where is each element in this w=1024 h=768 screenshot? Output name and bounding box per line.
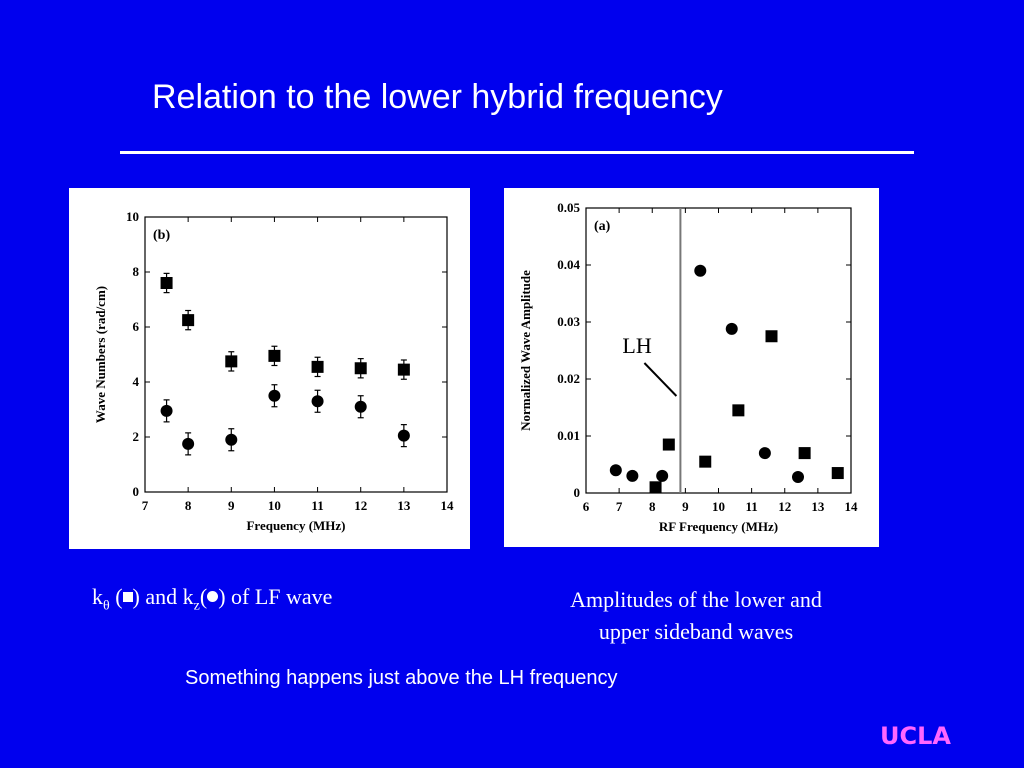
- x-tick-label: 14: [845, 499, 859, 514]
- square-point: [732, 404, 745, 417]
- caption-right-line1: Amplitudes of the lower and: [570, 587, 822, 612]
- square-point: [831, 467, 844, 480]
- y-tick-label: 0: [574, 485, 581, 500]
- x-tick-label: 11: [311, 498, 323, 513]
- lh-arrow: [643, 362, 678, 397]
- x-tick-label: 13: [397, 498, 411, 513]
- x-axis-label: Frequency (MHz): [246, 518, 345, 533]
- square-point: [160, 277, 173, 289]
- panel-label: (a): [594, 219, 611, 234]
- wave-number-chart-panel: 7 8 9 10 11 12 13 14 0 2 4 6 8 10 Frequency (MHz) Wave …: [69, 188, 470, 549]
- x-tick-label: 12: [778, 499, 791, 514]
- x-tick-label: 7: [616, 499, 623, 514]
- caption-part1: (: [109, 584, 123, 609]
- title-underline: [120, 151, 914, 154]
- square-point: [662, 438, 675, 451]
- square-point: [649, 481, 662, 494]
- square-point: [765, 330, 778, 343]
- y-tick-label: 10: [126, 209, 139, 224]
- slide-title: Relation to the lower hybrid frequency: [152, 78, 723, 116]
- circle-point: [225, 433, 238, 446]
- circle-point: [694, 264, 707, 277]
- square-point: [225, 355, 238, 368]
- lh-label: LH: [622, 333, 651, 358]
- caption-left: kθ () and kz() of LF wave: [92, 584, 332, 614]
- square-point: [699, 455, 712, 468]
- y-tick-label: 2: [133, 429, 140, 444]
- y-tick-label: 0.03: [557, 314, 580, 329]
- square-point: [798, 447, 811, 460]
- circle-marker-icon: [207, 591, 219, 602]
- x-tick-label: 12: [354, 498, 367, 513]
- square-marker-icon: [122, 592, 133, 602]
- circle-point: [268, 389, 281, 402]
- caption-theta-subscript: θ: [103, 598, 110, 614]
- ucla-logo: UCLA: [880, 722, 951, 750]
- slide-note: Something happens just above the LH freq…: [185, 667, 618, 689]
- y-tick-label: 0: [133, 484, 140, 499]
- caption-z-subscript: z: [193, 598, 200, 614]
- square-point: [182, 314, 195, 327]
- y-tick-label: 8: [133, 264, 140, 279]
- circle-point: [609, 464, 622, 477]
- caption-part4: ) of LF wave: [218, 584, 333, 609]
- square-point: [354, 362, 367, 375]
- amplitude-chart: 6 7 8 9 10 11 12 13 14 0 0.01 0.02 0.03 0.04 0.05 RF Fr…: [518, 200, 859, 534]
- square-point: [311, 360, 324, 373]
- circle-point: [626, 469, 639, 482]
- y-tick-label: 4: [133, 374, 140, 389]
- circle-point: [725, 322, 738, 335]
- x-axis-label: RF Frequency (MHz): [659, 519, 778, 534]
- x-tick-label: 8: [185, 498, 192, 513]
- circle-point: [758, 447, 771, 460]
- circle-point: [311, 395, 324, 408]
- square-point: [397, 363, 410, 376]
- y-tick-label: 0.01: [557, 428, 580, 443]
- x-tick-label: 8: [649, 499, 656, 514]
- caption-part3: (: [199, 584, 208, 609]
- y-tick-label: 0.05: [557, 200, 580, 215]
- panel-label: (b): [153, 228, 170, 243]
- circle-point: [354, 400, 367, 413]
- circle-point: [656, 469, 669, 482]
- circle-point: [792, 471, 804, 484]
- circle-point: [160, 404, 173, 417]
- square-point: [268, 349, 281, 362]
- x-tick-label: 7: [142, 498, 149, 513]
- caption-right-line2: upper sideband waves: [598, 619, 794, 644]
- x-tick-label: 13: [811, 499, 825, 514]
- y-tick-label: 6: [133, 319, 140, 334]
- amplitude-chart-panel: 6 7 8 9 10 11 12 13 14 0 0.01 0.02 0.03 0.04 0.05 RF Fr…: [504, 188, 879, 547]
- x-tick-label: 10: [268, 498, 281, 513]
- caption-k: k: [92, 584, 103, 609]
- y-axis-label: Wave Numbers (rad/cm): [93, 286, 108, 423]
- y-tick-label: 0.04: [557, 257, 580, 272]
- x-tick-label: 9: [682, 499, 689, 514]
- x-tick-label: 10: [712, 499, 725, 514]
- x-tick-label: 11: [745, 499, 757, 514]
- circle-point: [397, 429, 410, 442]
- y-tick-label: 0.02: [557, 371, 580, 386]
- wave-number-chart: 7 8 9 10 11 12 13 14 0 2 4 6 8 10 Frequency (MHz) Wave …: [93, 209, 455, 533]
- circle-point: [182, 437, 195, 450]
- y-axis-label: Normalized Wave Amplitude: [518, 270, 533, 431]
- x-tick-label: 6: [583, 499, 590, 514]
- caption-part2: ) and k: [132, 584, 194, 609]
- x-tick-label: 9: [228, 498, 235, 513]
- plot-frame: [144, 216, 448, 493]
- x-tick-label: 14: [441, 498, 455, 513]
- caption-right: Amplitudes of the lower and upper sideba…: [520, 584, 872, 648]
